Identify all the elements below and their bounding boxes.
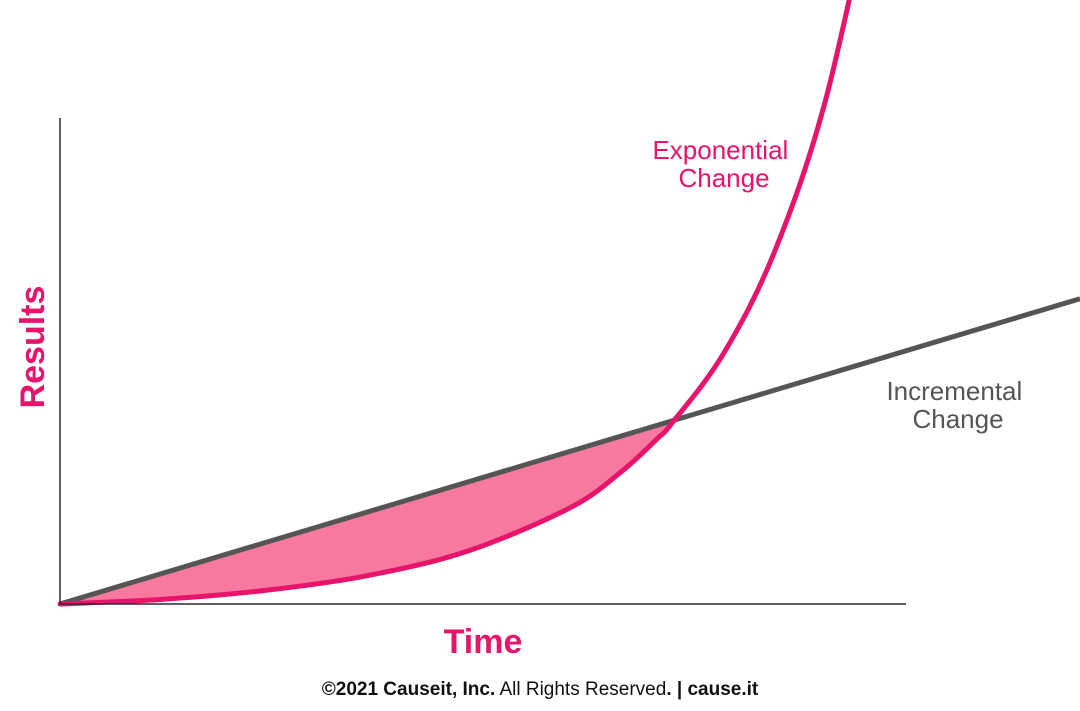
exponential-label-line-1: Exponential — [652, 135, 788, 165]
plot-layer — [57, 0, 1080, 607]
gap-shaded-area — [60, 418, 676, 604]
incremental-series-label: Incremental Change — [886, 376, 1029, 434]
site-link[interactable]: cause.it — [687, 679, 759, 700]
footer-separator: . | — [666, 679, 688, 700]
incremental-label-line-2: Change — [912, 404, 1003, 434]
copyright-text: ©2021 Causeit, Inc. — [321, 679, 496, 700]
exponential-change-curve — [57, 0, 852, 607]
rights-text: All Rights Reserved — [495, 679, 667, 700]
incremental-label-line-1: Incremental — [886, 376, 1022, 406]
copyright-footer: ©2021 Causeit, Inc. All Rights Reserved.… — [0, 679, 1080, 701]
y-axis-label: Results — [14, 286, 52, 409]
x-axis-label: Time — [444, 623, 523, 661]
exponential-series-label: Exponential Change — [652, 135, 795, 193]
exponential-label-line-2: Change — [678, 163, 769, 193]
incremental-change-line — [59, 296, 1080, 607]
